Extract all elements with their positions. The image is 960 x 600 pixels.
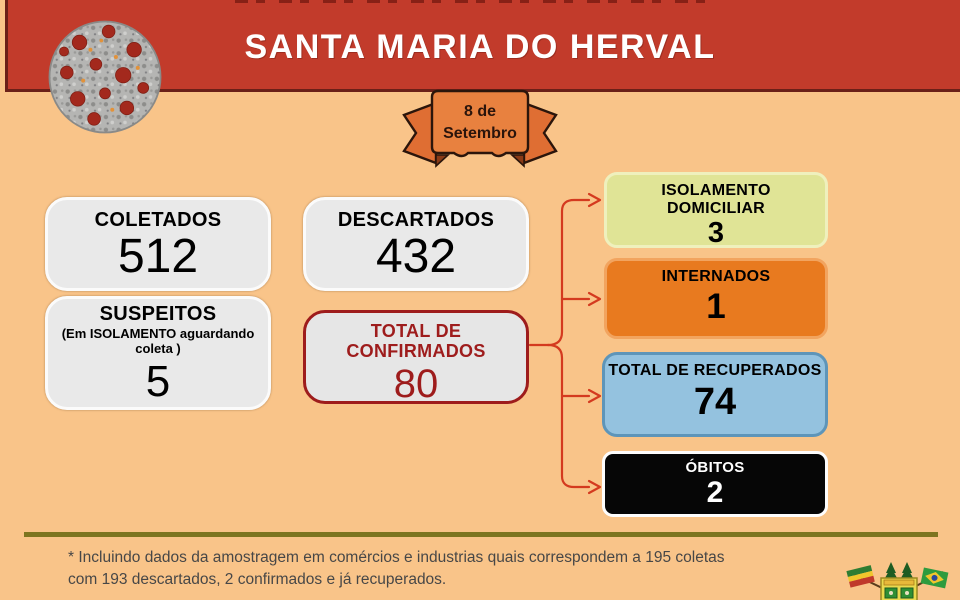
stat-label-line2: DOMICILIAR	[666, 200, 766, 217]
date-ribbon: 8 de Setembro	[400, 87, 560, 169]
stat-label: DESCARTADOS	[337, 209, 495, 231]
stat-value: 80	[393, 362, 439, 406]
virus-icon	[48, 20, 162, 134]
municipal-emblem-icon	[846, 562, 949, 600]
stat-card-suspeitos: SUSPEITOS (Em ISOLAMENTO aguardando cole…	[45, 296, 271, 410]
stat-value: 74	[693, 381, 737, 423]
stat-label-line1: ISOLAMENTO	[661, 182, 771, 199]
flow-connector-arrows	[528, 192, 602, 495]
stat-label: COLETADOS	[94, 209, 222, 231]
stat-value: 432	[375, 230, 457, 283]
stat-card-descartados: DESCARTADOS 432	[303, 197, 529, 291]
footnote: * Incluindo dados da amostragem em comér…	[68, 547, 768, 591]
ribbon-date-line2: Setembro	[443, 125, 517, 142]
stat-label-line1: TOTAL DE	[370, 321, 462, 341]
stat-value: 512	[117, 230, 199, 283]
stat-label: ÓBITOS	[685, 459, 745, 476]
ribbon-banner-shape	[402, 89, 558, 168]
stat-label-line2: CONFIRMADOS	[346, 341, 486, 361]
footer-divider	[24, 532, 938, 537]
stat-sublabel-line2: coleta )	[135, 341, 181, 356]
clipped-text-fragment	[235, 0, 705, 3]
stat-card-coletados: COLETADOS 512	[45, 197, 271, 291]
stat-card-confirmados: TOTAL DE CONFIRMADOS 80	[303, 310, 529, 406]
stat-card-obitos: ÓBITOS 2	[602, 451, 828, 517]
page-title: SANTA MARIA DO HERVAL	[244, 28, 716, 66]
stat-sublabel-line1: (Em ISOLAMENTO aguardando	[61, 326, 255, 341]
stat-value: 1	[706, 287, 726, 326]
footnote-line2: com 193 descartados, 2 confirmados e já …	[68, 571, 447, 588]
stat-value: 5	[145, 357, 171, 406]
stat-card-isolamento-domiciliar: ISOLAMENTO DOMICILIAR 3	[604, 172, 828, 248]
stat-value: 3	[707, 217, 725, 249]
stat-card-internados: INTERNADOS 1	[604, 258, 828, 339]
stat-label: SUSPEITOS	[99, 303, 217, 325]
footnote-line1: * Incluindo dados da amostragem em comér…	[68, 549, 725, 566]
ribbon-date-line1: 8 de	[463, 103, 496, 120]
stat-value: 2	[706, 476, 724, 509]
stat-label: INTERNADOS	[661, 268, 771, 285]
stat-card-recuperados: TOTAL DE RECUPERADOS 74	[602, 352, 828, 437]
stat-label: TOTAL DE RECUPERADOS	[608, 362, 822, 379]
